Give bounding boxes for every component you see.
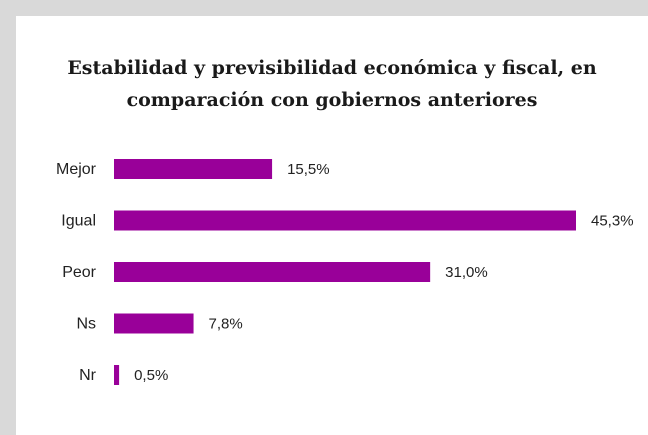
chart-title: Estabilidad y previsibilidad económica y… xyxy=(67,57,597,111)
data-label: 7,8% xyxy=(209,316,243,333)
category-label: Ns xyxy=(76,316,96,333)
data-label: 15,5% xyxy=(287,161,330,178)
data-label: 31,0% xyxy=(445,264,488,281)
bar xyxy=(114,210,576,231)
category-label: Mejor xyxy=(56,161,97,178)
bar xyxy=(114,313,194,334)
bar-chart: Mejor 15,5% Igual 45,3% Peor 31,0% Ns 7,8% Nr 0,5… xyxy=(56,159,634,385)
bar xyxy=(114,262,431,282)
chart-card: Estabilidad y previsibilidad económica y… xyxy=(16,16,648,435)
category-label: Igual xyxy=(61,213,96,230)
category-label: Nr xyxy=(79,367,97,384)
category-label: Peor xyxy=(62,264,96,281)
bar xyxy=(114,159,273,179)
data-label: 45,3% xyxy=(591,213,634,230)
bar xyxy=(114,365,120,385)
data-label: 0,5% xyxy=(134,367,168,384)
